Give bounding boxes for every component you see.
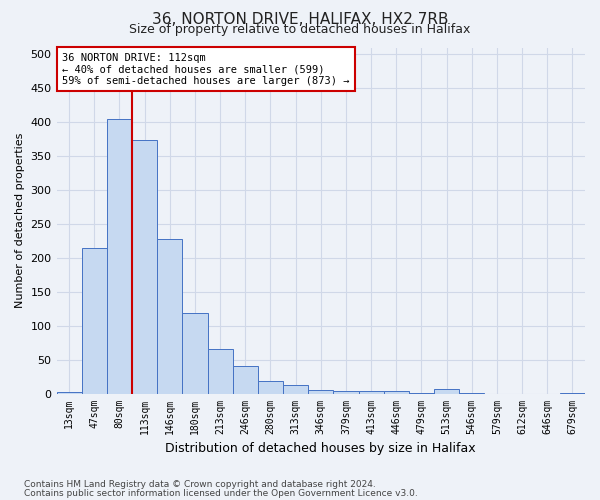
Bar [182, 314, 208, 394]
X-axis label: Distribution of detached houses by size in Halifax: Distribution of detached houses by size … [166, 442, 476, 455]
Bar [157, 239, 182, 394]
Text: Size of property relative to detached houses in Halifax: Size of property relative to detached ho… [130, 22, 470, 36]
Bar [56, 392, 82, 394]
Bar [383, 391, 409, 394]
Bar [208, 350, 233, 394]
Text: 36, NORTON DRIVE, HALIFAX, HX2 7RB: 36, NORTON DRIVE, HALIFAX, HX2 7RB [152, 12, 448, 28]
Bar [82, 248, 107, 394]
Bar [459, 393, 484, 394]
Bar [334, 391, 359, 394]
Bar [233, 366, 258, 394]
Bar [107, 118, 132, 394]
Text: Contains HM Land Registry data © Crown copyright and database right 2024.: Contains HM Land Registry data © Crown c… [24, 480, 376, 489]
Bar [409, 393, 434, 394]
Bar [434, 390, 459, 394]
Bar [132, 140, 157, 394]
Text: Contains public sector information licensed under the Open Government Licence v3: Contains public sector information licen… [24, 488, 418, 498]
Text: 36 NORTON DRIVE: 112sqm
← 40% of detached houses are smaller (599)
59% of semi-d: 36 NORTON DRIVE: 112sqm ← 40% of detache… [62, 52, 349, 86]
Y-axis label: Number of detached properties: Number of detached properties [15, 133, 25, 308]
Bar [308, 390, 334, 394]
Bar [283, 384, 308, 394]
Bar [258, 382, 283, 394]
Bar [560, 393, 585, 394]
Bar [359, 391, 383, 394]
